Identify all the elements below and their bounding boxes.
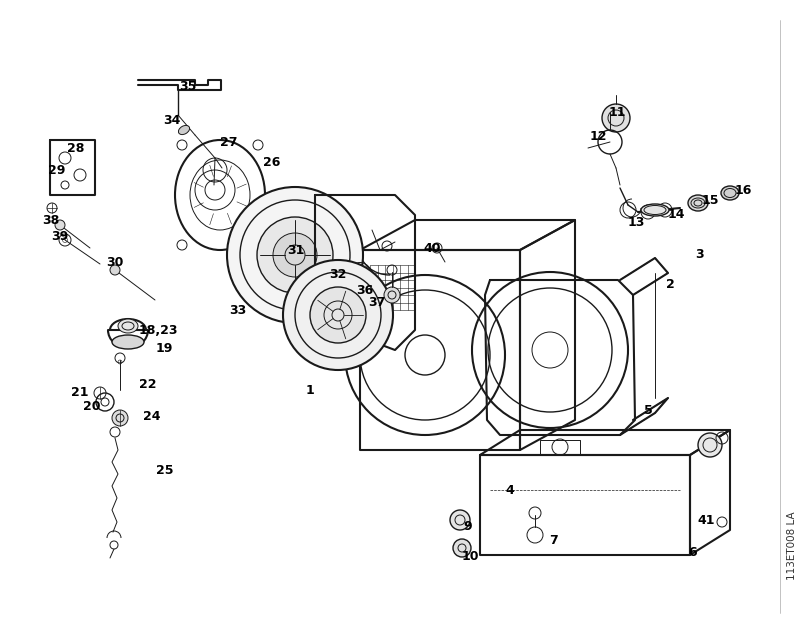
Circle shape (227, 187, 363, 323)
Text: 2: 2 (666, 279, 674, 292)
Circle shape (257, 217, 333, 293)
Text: 18,23: 18,23 (138, 323, 178, 337)
Text: 15: 15 (702, 194, 718, 206)
Circle shape (55, 220, 65, 230)
Text: 25: 25 (156, 463, 174, 477)
Circle shape (273, 233, 317, 277)
Text: 16: 16 (734, 184, 752, 196)
Text: 27: 27 (220, 137, 238, 149)
Text: 9: 9 (464, 520, 472, 532)
Text: 37: 37 (368, 296, 386, 308)
Text: 22: 22 (139, 379, 157, 391)
Text: 34: 34 (163, 113, 181, 127)
Text: 26: 26 (263, 156, 281, 168)
Text: 19: 19 (155, 341, 173, 354)
Text: 38: 38 (42, 213, 60, 227)
Text: 33: 33 (230, 303, 246, 316)
Text: 24: 24 (143, 410, 161, 423)
Circle shape (310, 287, 366, 343)
Text: 4: 4 (506, 484, 514, 496)
Circle shape (453, 539, 471, 557)
Text: 32: 32 (330, 268, 346, 280)
Circle shape (698, 433, 722, 457)
Ellipse shape (688, 195, 708, 211)
Text: 14: 14 (667, 208, 685, 220)
Circle shape (602, 104, 630, 132)
Text: 5: 5 (644, 403, 652, 417)
Circle shape (112, 410, 128, 426)
Text: 11: 11 (608, 106, 626, 118)
Text: 41: 41 (698, 513, 714, 527)
Text: 20: 20 (83, 399, 101, 413)
Text: 21: 21 (71, 387, 89, 399)
Text: 40: 40 (423, 242, 441, 254)
Text: 39: 39 (51, 230, 69, 242)
Ellipse shape (112, 335, 144, 349)
Text: 1: 1 (306, 384, 314, 396)
Circle shape (283, 260, 393, 370)
Text: 36: 36 (356, 284, 374, 296)
Text: 6: 6 (689, 546, 698, 558)
Circle shape (384, 287, 400, 303)
Circle shape (110, 265, 120, 275)
Text: 35: 35 (179, 80, 197, 92)
Text: 31: 31 (287, 244, 305, 256)
Text: 29: 29 (48, 163, 66, 177)
Text: 12: 12 (590, 130, 606, 142)
Text: 30: 30 (106, 256, 124, 268)
Circle shape (450, 510, 470, 530)
Text: 3: 3 (696, 249, 704, 261)
Ellipse shape (178, 125, 190, 135)
Text: 7: 7 (549, 534, 558, 546)
Text: 113ET008 LA: 113ET008 LA (787, 511, 797, 580)
Text: 28: 28 (67, 142, 85, 156)
Ellipse shape (641, 204, 669, 216)
Text: 10: 10 (462, 549, 478, 563)
Text: 13: 13 (627, 215, 645, 229)
Ellipse shape (118, 319, 138, 333)
Ellipse shape (721, 186, 739, 200)
